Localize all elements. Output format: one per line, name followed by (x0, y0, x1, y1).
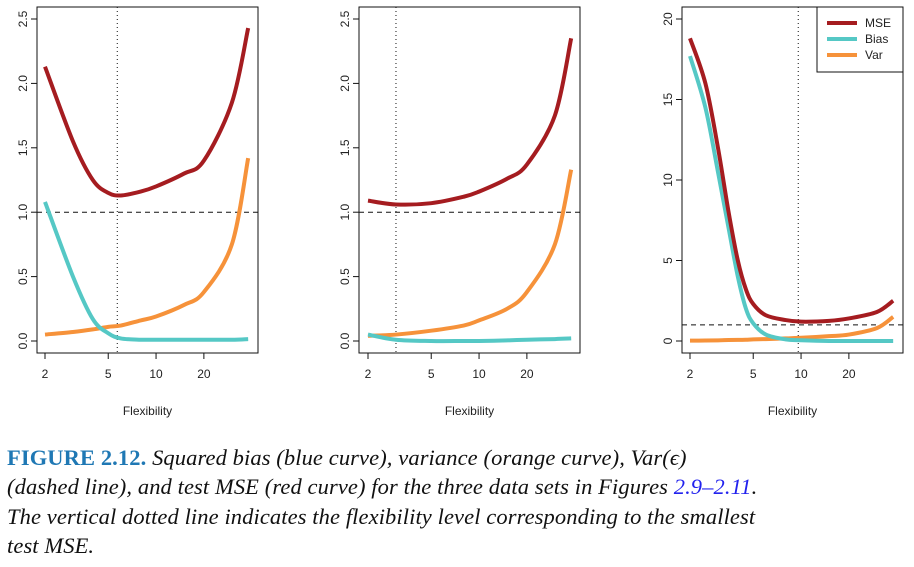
x-tick-label: 10 (149, 367, 163, 381)
figure-reference-link[interactable]: 2.9–2.11 (673, 474, 752, 499)
x-tick-label: 20 (842, 367, 856, 381)
panel-2: 0.0 0.5 1.0 1.5 2.0 2.5 2 5 10 20 Flexibility (338, 6, 581, 418)
x-tick-label: 5 (750, 367, 757, 381)
var-curve (44, 157, 251, 337)
x-axis-label: Flexibility (768, 404, 817, 418)
y-tick-label: 2.0 (16, 75, 30, 92)
y-tick-label: 0.5 (338, 268, 352, 285)
legend-label-var: Var (865, 48, 883, 62)
x-tick-label: 2 (42, 367, 49, 381)
x-tick-label: 10 (472, 367, 486, 381)
caption-line-1: FIGURE 2.12. Squared bias (blue curve), … (7, 445, 687, 471)
mse-curve (43, 27, 251, 198)
y-tick-label: 0.0 (16, 332, 30, 349)
x-tick-label: 10 (794, 367, 808, 381)
y-tick-label: 5 (661, 257, 675, 264)
y-tick-label: 0.5 (16, 268, 30, 285)
legend-label-bias: Bias (865, 32, 888, 46)
x-tick-label: 5 (105, 367, 112, 381)
x-tick-label: 20 (520, 367, 534, 381)
bias-curve (367, 332, 572, 344)
x-tick-label: 2 (687, 367, 694, 381)
caption-period: . (751, 474, 758, 499)
x-tick-label: 2 (365, 367, 372, 381)
var-curve (367, 169, 574, 338)
x-axis-label: Flexibility (123, 404, 172, 418)
legend-label-mse: MSE (865, 16, 891, 30)
plot-frame (36, 6, 259, 354)
caption-text-2: (dashed line), and test MSE (red curve) … (7, 474, 674, 499)
y-tick-label: 0 (661, 337, 675, 344)
bias-curve (688, 55, 894, 344)
y-tick-label: 1.5 (16, 139, 30, 156)
y-tick-label: 2.0 (338, 75, 352, 92)
figure-label: FIGURE 2.12. (7, 445, 147, 470)
y-tick-label: 1.5 (338, 139, 352, 156)
y-tick-label: 10 (661, 173, 675, 187)
mse-curve (688, 37, 895, 324)
figure-2-12-chart: 0.00.51.01.52.02.52 5 10 20Flexibility0.00.… (16, 6, 904, 418)
caption-text-1: Squared bias (blue curve), variance (ora… (152, 445, 687, 470)
y-tick-label: 2.5 (16, 10, 30, 27)
caption-line-3: The vertical dotted line indicates the f… (7, 504, 756, 529)
x-axis-label: Flexibility (445, 404, 494, 418)
mse-curve (367, 37, 574, 207)
y-tick-label: 0.0 (338, 332, 352, 349)
y-tick-label: 1.0 (16, 204, 30, 221)
bias-curve (43, 201, 249, 342)
caption-line-2: (dashed line), and test MSE (red curve) … (7, 474, 757, 500)
x-tick-label: 5 (428, 367, 435, 381)
y-tick-label: 20 (661, 12, 675, 26)
plot-frame (358, 6, 581, 354)
y-tick-label: 15 (661, 93, 675, 107)
x-tick-label: 20 (197, 367, 211, 381)
caption-line-4: test MSE. (7, 533, 95, 558)
panel-1: 0.0 0.5 1.0 1.5 2.0 2.5 2 5 10 20 Flexibility (16, 6, 259, 418)
y-tick-label: 1.0 (338, 204, 352, 221)
var-curve (689, 315, 895, 343)
y-tick-label: 2.5 (338, 10, 352, 27)
